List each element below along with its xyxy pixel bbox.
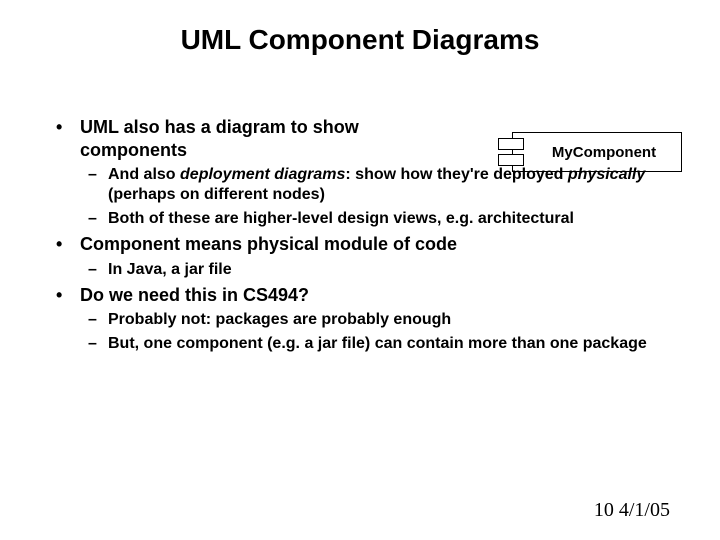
b1s1-part-d: physically — [568, 166, 645, 183]
bullet-2-sub-1: In Java, a jar file — [108, 260, 684, 280]
bullet-1: UML also has a diagram to show component… — [80, 116, 684, 229]
slide-date: 4/1/05 — [619, 499, 670, 521]
bullet-1-text: UML also has a diagram to show component… — [80, 116, 450, 161]
b1s1-part-a: And also — [108, 166, 180, 183]
bullet-2-text: Component means physical module of code — [80, 234, 457, 254]
b1s1-part-b: deployment diagrams — [180, 166, 345, 183]
bullet-3: Do we need this in CS494? Probably not: … — [80, 284, 684, 355]
bullet-2: Component means physical module of code … — [80, 233, 684, 280]
content-area: UML also has a diagram to show component… — [36, 116, 684, 354]
b1s1-part-c: : show how they're deployed — [345, 166, 568, 183]
slide-footer: 10 4/1/05 — [594, 499, 670, 522]
slide: UML Component Diagrams MyComponent UML a… — [0, 0, 720, 540]
b1s1-part-e: (perhaps on different nodes) — [108, 186, 325, 203]
bullet-1-sub-1: And also deployment diagrams: show how t… — [108, 165, 684, 205]
bullet-3-sub-2: But, one component (e.g. a jar file) can… — [108, 334, 684, 354]
bullet-1-sub-2: Both of these are higher-level design vi… — [108, 209, 684, 229]
bullet-3-sub-1: Probably not: packages are probably enou… — [108, 310, 684, 330]
slide-title: UML Component Diagrams — [36, 24, 684, 56]
page-number: 10 — [594, 499, 614, 521]
bullet-3-text: Do we need this in CS494? — [80, 285, 309, 305]
